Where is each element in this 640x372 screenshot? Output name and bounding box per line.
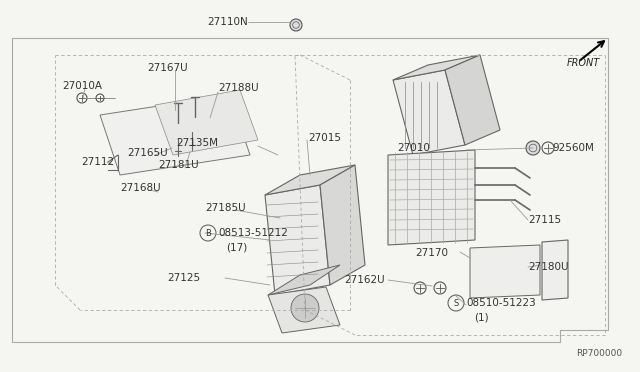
Polygon shape: [388, 150, 475, 245]
Text: 08513-51212: 08513-51212: [218, 228, 288, 238]
Text: 27181U: 27181U: [158, 160, 198, 170]
Polygon shape: [542, 240, 568, 300]
Text: S: S: [453, 298, 459, 308]
Text: 27010A: 27010A: [62, 81, 102, 91]
Text: 27015: 27015: [308, 133, 341, 143]
Text: 27115: 27115: [528, 215, 561, 225]
Text: 08510-51223: 08510-51223: [466, 298, 536, 308]
Text: 27125: 27125: [167, 273, 200, 283]
Text: 27168U: 27168U: [120, 183, 161, 193]
Text: 27167U: 27167U: [147, 63, 188, 73]
Polygon shape: [268, 287, 340, 333]
Text: B: B: [205, 228, 211, 237]
Circle shape: [291, 294, 319, 322]
Text: 27010: 27010: [397, 143, 430, 153]
Text: 27188U: 27188U: [218, 83, 259, 93]
Text: 27170: 27170: [415, 248, 448, 258]
Text: 27185U: 27185U: [205, 203, 246, 213]
Polygon shape: [100, 95, 250, 175]
Text: 27180U: 27180U: [528, 262, 568, 272]
Text: 27162U: 27162U: [344, 275, 385, 285]
Polygon shape: [320, 165, 365, 285]
Polygon shape: [393, 55, 480, 80]
Polygon shape: [470, 245, 540, 298]
Text: 27135M: 27135M: [176, 138, 218, 148]
Text: (1): (1): [474, 312, 488, 322]
Circle shape: [290, 19, 302, 31]
Text: (17): (17): [226, 242, 247, 252]
Polygon shape: [445, 55, 500, 145]
Text: 92560M: 92560M: [552, 143, 594, 153]
Polygon shape: [393, 70, 465, 155]
Circle shape: [526, 141, 540, 155]
Text: 27165U: 27165U: [127, 148, 168, 158]
Polygon shape: [268, 265, 340, 295]
Polygon shape: [265, 185, 330, 295]
Text: RP700000: RP700000: [576, 350, 622, 359]
Text: 27112: 27112: [81, 157, 114, 167]
Polygon shape: [155, 90, 258, 155]
Text: FRONT: FRONT: [567, 58, 600, 68]
Polygon shape: [265, 165, 355, 195]
Text: 27110N: 27110N: [207, 17, 248, 27]
